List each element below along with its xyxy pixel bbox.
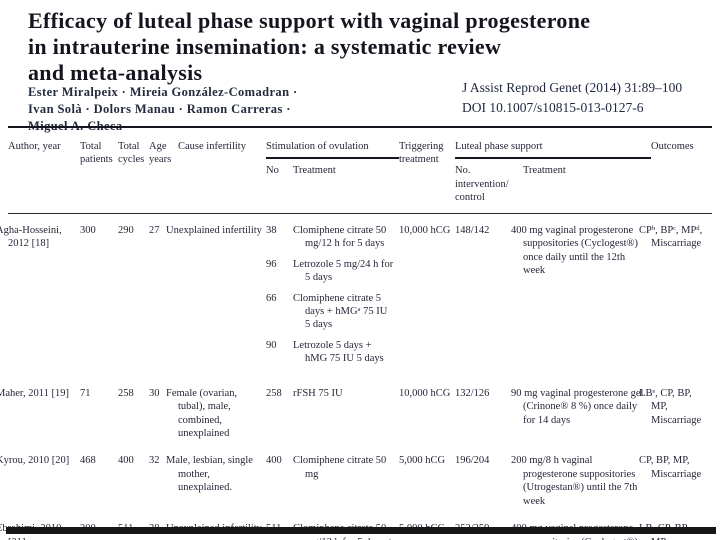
cell-lps-treatment: 400 mg vaginal progesterone suppositorie…	[511, 224, 639, 277]
col-header-age-years: Age years	[149, 127, 178, 214]
cell-age: 32	[149, 455, 160, 467]
cell-total-cycles: 258	[118, 387, 134, 399]
cell-age: 27	[149, 224, 160, 236]
cell-total-patients: 71	[80, 387, 91, 399]
author-line-1: Ester Miralpeix · Mireia González-Comadr…	[28, 85, 298, 99]
col-header-luteal-phase-support: Luteal phase support	[455, 127, 652, 160]
study-characteristics-table: Author, year Total patients Total cycles…	[0, 126, 713, 540]
cell-author: Kyrou, 2010 [20]	[0, 455, 70, 467]
cell-stimulation: 258 rFSH 75 IU	[266, 377, 399, 445]
stim-entry-no: 400	[266, 455, 282, 467]
col-header-triggering-treatment: Triggering treatment	[399, 127, 456, 214]
title-line-1: Efficacy of luteal phase support with va…	[28, 8, 591, 33]
col-header-outcomes: Outcomes	[651, 127, 713, 214]
stim-entry-no: 96	[266, 258, 277, 270]
cell-lps-no-intervention-control: 196/204	[455, 455, 490, 467]
stim-entry: 66 Clomiphene citrate 5 days + hMGᵃ 75 I…	[266, 292, 395, 332]
col-subheader-stim-no: No	[266, 158, 293, 214]
cell-lps-treatment: 90 mg vaginal progesterone gel (Crinone®…	[511, 387, 644, 426]
bottom-divider-bar	[6, 527, 716, 534]
author-line-2: Ivan Solà · Dolors Manau · Ramon Carrera…	[28, 102, 291, 116]
stim-entry-treatment: Clomiphene citrate 5 days + hMGᵃ 75 IU 5…	[293, 292, 388, 331]
cell-lps-treatment: 200 mg/8 h vaginal progesterone supposit…	[511, 455, 638, 507]
stim-entry-treatment: Letrozole 5 mg/24 h for 5 days	[293, 258, 394, 284]
stim-entry-treatment: Clomiphene citrate 50 mg	[293, 455, 387, 480]
cell-age: 30	[149, 387, 160, 399]
stim-entry-no: 66	[266, 292, 277, 304]
cell-total-cycles: 400	[118, 455, 134, 467]
journal-ref-line: J Assist Reprod Genet (2014) 31:89–100	[462, 80, 683, 95]
cell-outcomes: LBᵉ, CP, BP, MP, Miscarriage	[639, 387, 702, 426]
cell-triggering-treatment: 10,000 hCG	[399, 387, 451, 399]
author-list: Ester Miralpeix · Mireia González-Comadr…	[28, 84, 428, 135]
cell-outcomes: CP, BP, MP, Miscarriage	[639, 455, 702, 480]
col-header-total-cycles: Total cycles	[118, 127, 149, 214]
cell-stimulation: 400 Clomiphene citrate 50 mg	[266, 444, 399, 512]
col-subheader-stim-treatment: Treatment	[293, 158, 400, 214]
cell-stimulation: 38 Clomiphene citrate 50 mg/12 h for 5 d…	[266, 213, 399, 376]
col-header-cause-infertility: Cause infertility	[178, 127, 266, 214]
page-title: Efficacy of luteal phase support with va…	[28, 8, 708, 86]
stim-entry-no: 38	[266, 224, 277, 236]
stim-entry-treatment: Letrozole 5 days + hMG 75 IU 5 days	[293, 339, 384, 365]
stim-entry-no: 90	[266, 339, 277, 351]
stim-entry-no: 258	[266, 387, 282, 399]
col-header-stimulation-of-ovulation: Stimulation of ovulation	[266, 127, 400, 160]
stim-entry: 400 Clomiphene citrate 50 mg	[266, 454, 395, 481]
cell-lps-no-intervention-control: 148/142	[455, 224, 490, 236]
cell-triggering-treatment: 5,000 hCG	[399, 455, 446, 467]
title-line-3: and meta-analysis	[28, 60, 203, 85]
cell-triggering-treatment: 10,000 hCG	[399, 224, 451, 236]
stim-entry-treatment: rFSH 75 IU	[293, 387, 343, 399]
cell-author: Agha-Hosseini, 2012 [18]	[0, 224, 62, 250]
col-subheader-lps-no-intervention-control: No. intervention/ control	[455, 158, 524, 214]
table-row-agha-hosseini-2012: Agha-Hosseini, 2012 [18] 300 290 27 Unex…	[0, 213, 712, 376]
table-row-kyrou-2010: Kyrou, 2010 [20] 468 400 32 Male, lesbia…	[0, 444, 712, 512]
col-subheader-lps-treatment: Treatment	[523, 158, 652, 214]
stim-entry: 96 Letrozole 5 mg/24 h for 5 days	[266, 258, 395, 285]
cell-total-patients: 468	[80, 455, 96, 467]
cell-lps-no-intervention-control: 132/126	[455, 387, 490, 399]
stim-entry: 258 rFSH 75 IU	[266, 387, 395, 400]
cell-cause-infertility: Unexplained infertility	[166, 224, 262, 236]
journal-citation: J Assist Reprod Genet (2014) 31:89–100 D…	[462, 78, 712, 118]
cell-author: Maher, 2011 [19]	[0, 387, 69, 399]
col-header-author-year: Author, year	[8, 127, 80, 214]
cell-cause-infertility: Male, lesbian, single mother, unexplaine…	[166, 455, 253, 494]
title-line-2: in intrauterine insemination: a systemat…	[28, 34, 502, 59]
cell-cause-infertility: Female (ovarian, tubal), male, combined,…	[166, 387, 238, 439]
cell-total-cycles: 290	[118, 224, 134, 236]
stim-entry: 38 Clomiphene citrate 50 mg/12 h for 5 d…	[266, 224, 395, 251]
col-header-total-patients: Total patients	[80, 127, 118, 214]
stim-entry: 90 Letrozole 5 days + hMG 75 IU 5 days	[266, 339, 395, 366]
cell-total-patients: 300	[80, 224, 96, 236]
stim-entry-treatment: Clomiphene citrate 50 mg/12 h for 5 days	[293, 224, 387, 250]
doi-line: DOI 10.1007/s10815-013-0127-6	[462, 100, 644, 115]
cell-outcomes: CPᵇ, BPᶜ, MPᵈ, Miscarriage	[639, 224, 703, 250]
table-row-maher-2011: Maher, 2011 [19] 71 258 30 Female (ovari…	[0, 377, 712, 445]
